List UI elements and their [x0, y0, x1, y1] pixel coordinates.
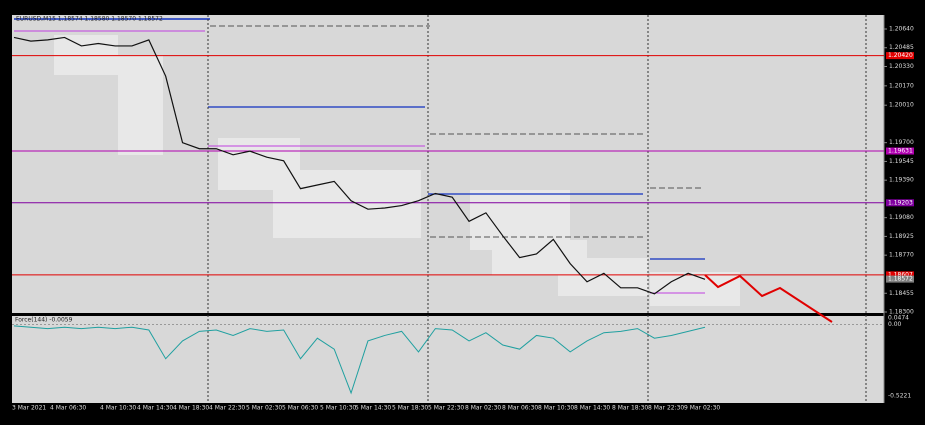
time-label: 5 Mar 22:30	[428, 405, 464, 412]
price-marker	[886, 271, 914, 279]
force-line	[13, 325, 706, 395]
indicator-panel	[12, 316, 884, 403]
price-marker-label: 1.18572	[888, 276, 913, 283]
price-label: 1.19080	[889, 214, 914, 221]
indicator-tick: 0.0474	[888, 315, 909, 322]
price-label: 1.19390	[889, 177, 914, 184]
price-label: 1.20330	[889, 63, 914, 70]
axes: 1.20640 1.20485 1.20330 1.20170 1.20010 1.197…	[12, 15, 914, 412]
price-label: 1.19700	[889, 139, 914, 146]
time-label: 8 Mar 02:30	[465, 405, 501, 412]
price-marker	[886, 52, 914, 60]
time-label: 4 Mar 22:30	[209, 405, 245, 412]
indicator-label: Force(144) -0.0059	[15, 317, 73, 324]
time-label: 5 Mar 02:30	[246, 405, 282, 412]
price-label: 1.20010	[889, 102, 914, 109]
price-marker	[886, 275, 914, 283]
price-marker-label: 1.19631	[888, 148, 913, 155]
time-label: 5 Mar 06:30	[282, 405, 318, 412]
time-label: 5 Mar 10:30	[320, 405, 356, 412]
time-label: 9 Mar 02:30	[684, 405, 720, 412]
price-label: 1.20485	[889, 44, 914, 51]
price-label: 1.20170	[889, 82, 914, 89]
price-label: 1.18455	[889, 290, 914, 297]
time-label: 8 Mar 18:30	[612, 405, 648, 412]
time-label: 8 Mar 14:30	[574, 405, 610, 412]
time-label: 4 Mar 14:30	[137, 405, 173, 412]
price-marker-label: 1.20420	[888, 52, 913, 59]
time-label: 8 Mar 06:30	[502, 405, 538, 412]
indicator-tick: 0.00	[888, 321, 902, 328]
time-label: 4 Mar 18:30	[173, 405, 209, 412]
price-label: 1.19545	[889, 158, 914, 165]
time-label: 8 Mar 22:30	[648, 405, 684, 412]
time-label: 5 Mar 14:30	[355, 405, 391, 412]
time-label: 3 Mar 2021	[12, 405, 46, 412]
time-label: 5 Mar 18:30	[392, 405, 428, 412]
price-marker	[886, 147, 914, 155]
indicator-tick: -0.5221	[888, 393, 911, 400]
price-label: 1.18770	[889, 252, 914, 259]
price-label: 1.20640	[889, 26, 914, 33]
zones	[54, 35, 740, 306]
price-marker-label: 1.18607	[888, 271, 913, 278]
symbol-header: EURUSD,M15 1.18574 1.18580 1.18570 1.185…	[16, 16, 163, 23]
price-label: 1.18925	[889, 233, 914, 240]
price-marker	[886, 199, 914, 207]
price-label: 1.18300	[889, 309, 914, 316]
time-label: 8 Mar 10:30	[538, 405, 574, 412]
time-label: 4 Mar 06:30	[50, 405, 86, 412]
price-line	[13, 36, 706, 295]
time-label: 4 Mar 10:30	[100, 405, 136, 412]
levels	[14, 15, 867, 403]
price-marker-label: 1.19203	[888, 199, 913, 206]
